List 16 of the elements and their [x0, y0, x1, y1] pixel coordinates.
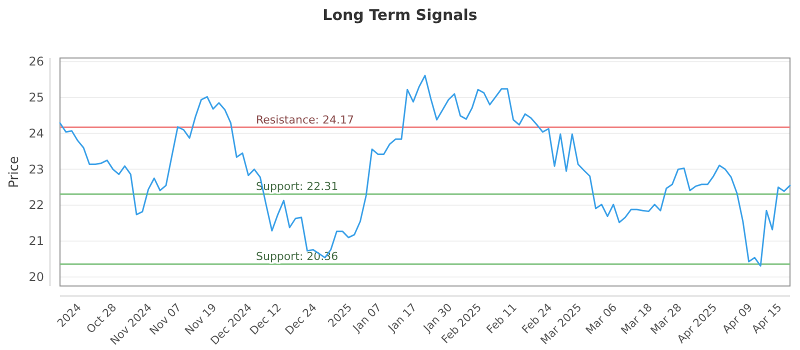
- y-tick-label: 23: [28, 162, 44, 176]
- chart-title: Long Term Signals: [322, 6, 478, 24]
- y-tick-label: 25: [28, 90, 44, 104]
- x-tick-label: Jan 17: [385, 300, 420, 336]
- y-tick-label: 22: [28, 198, 44, 212]
- x-tick-label: Dec 24: [282, 300, 320, 338]
- y-tick-label: 20: [28, 270, 44, 284]
- x-tick-label: Feb 11: [484, 300, 520, 336]
- y-axis-title: Price: [7, 156, 22, 188]
- y-tick-label: 26: [28, 54, 44, 69]
- x-tick-label: Jan 07: [350, 300, 384, 336]
- x-tick-label: Mar 06: [583, 300, 620, 338]
- y-tick-label: 21: [28, 234, 44, 248]
- line-series: [59, 74, 791, 267]
- y-tick-label: 24: [28, 126, 44, 140]
- ref-line-label: Resistance: 24.17: [256, 113, 354, 126]
